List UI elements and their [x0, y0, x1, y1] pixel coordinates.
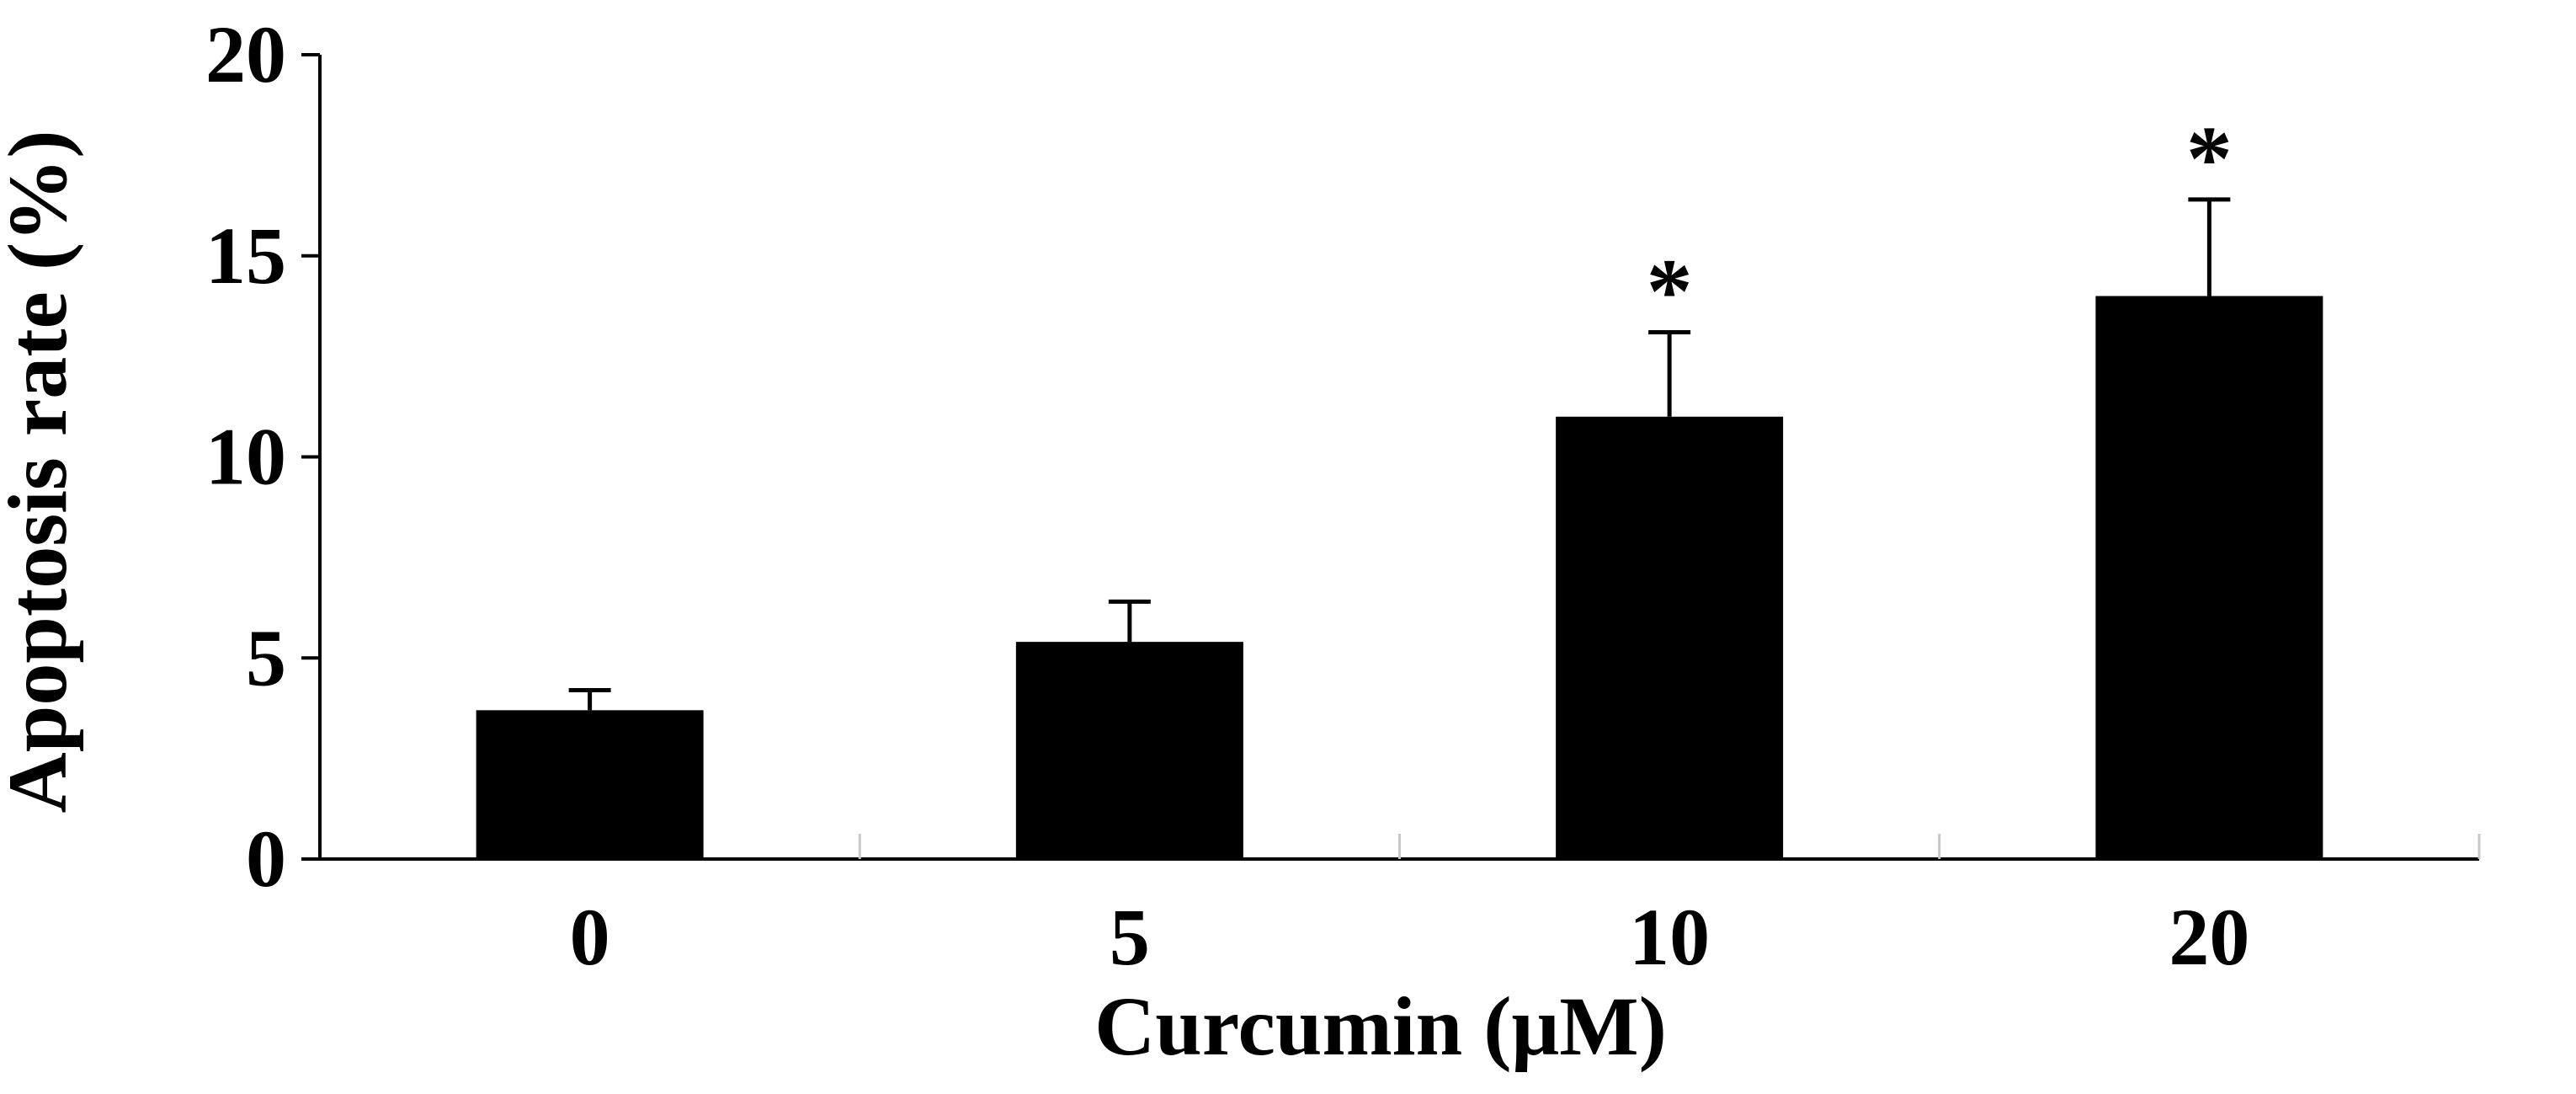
bar-10 — [1556, 416, 1784, 859]
x-tick-label: 5 — [1110, 892, 1150, 982]
x-tick-label: 10 — [1629, 892, 1710, 982]
y-tick-label: 0 — [246, 814, 286, 904]
bar-0 — [476, 710, 704, 859]
x-axis-title: Curcumin (μM) — [1094, 979, 1667, 1073]
significance-marker-20: * — [2186, 107, 2233, 210]
y-axis: 0 5 10 15 20 — [205, 9, 322, 904]
x-tick-label: 20 — [2169, 892, 2249, 982]
y-tick-label: 15 — [205, 211, 286, 301]
y-axis-title: Apoptosis rate (%) — [0, 130, 84, 813]
bar-5 — [1015, 642, 1243, 859]
y-tick-label: 20 — [205, 9, 286, 99]
x-tick-label: 0 — [570, 892, 610, 982]
bar-group: ** — [476, 107, 2323, 859]
y-tick-label: 5 — [246, 612, 286, 702]
significance-marker-10: * — [1647, 239, 1693, 342]
bar-20 — [2095, 296, 2323, 859]
y-tick-label: 10 — [205, 412, 286, 502]
